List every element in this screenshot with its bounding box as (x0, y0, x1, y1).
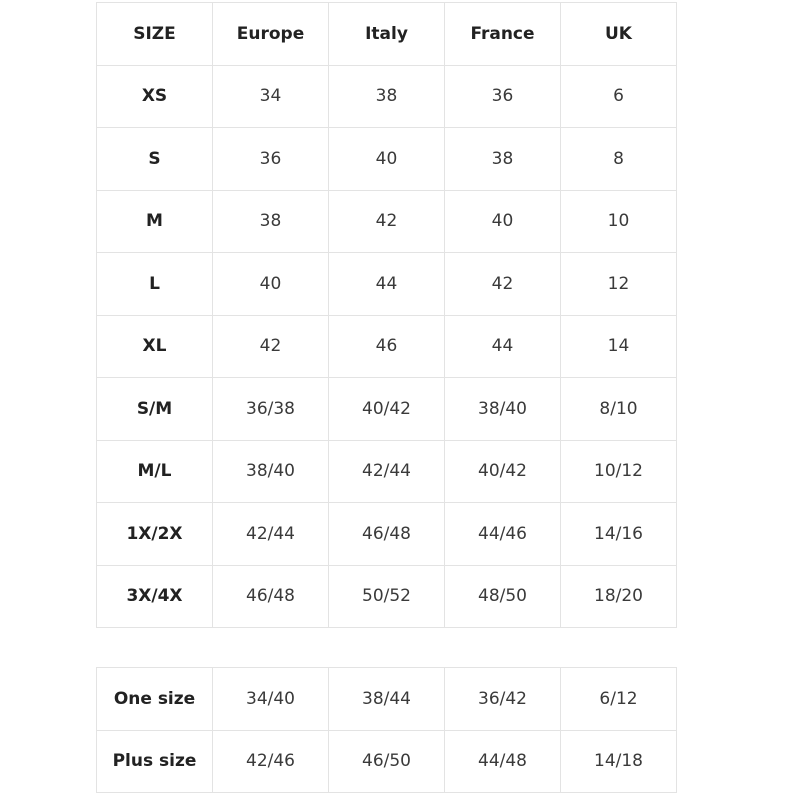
size-value-cell: 40/42 (328, 377, 445, 441)
size-value-cell: 42 (444, 252, 561, 316)
size-value-cell: 46/48 (212, 564, 329, 628)
size-value-cell: 18/20 (560, 564, 677, 628)
size-label-cell: M/L (96, 439, 213, 503)
size-label-cell: XL (96, 314, 213, 378)
table-row: M/L 38/40 42/44 40/42 10/12 (96, 439, 677, 503)
table-row: L 40 44 42 12 (96, 252, 677, 316)
size-value-cell: 44 (444, 314, 561, 378)
size-label-cell: 3X/4X (96, 564, 213, 628)
size-value-cell: 38 (328, 64, 445, 128)
size-value-cell: 44/46 (444, 502, 561, 566)
size-value-cell: France (444, 2, 561, 66)
table-row: XL 42 46 44 14 (96, 314, 677, 378)
one-plus-size-table: One size 34/40 38/44 36/42 6/12 Plus size 42/4… (96, 667, 677, 793)
size-label-cell: S (96, 127, 213, 191)
size-value-cell: 6 (560, 64, 677, 128)
size-value-cell: Europe (212, 2, 329, 66)
table-row: S/M 36/38 40/42 38/40 8/10 (96, 377, 677, 441)
size-value-cell: 38/44 (328, 667, 445, 731)
size-value-cell: 8 (560, 127, 677, 191)
size-value-cell: 36 (444, 64, 561, 128)
size-label-cell: SIZE (96, 2, 213, 66)
table-row: 3X/4X 46/48 50/52 48/50 18/20 (96, 564, 677, 628)
size-value-cell: 42/44 (328, 439, 445, 503)
size-value-cell: 14 (560, 314, 677, 378)
size-value-cell: 14/16 (560, 502, 677, 566)
size-chart-table: SIZE Europe Italy France UK XS 34 38 36 6 S 36 40 38 8… (96, 2, 677, 628)
size-label-cell: M (96, 189, 213, 253)
size-value-cell: 36/42 (444, 667, 561, 731)
size-value-cell: 46/50 (328, 729, 445, 793)
size-value-cell: 48/50 (444, 564, 561, 628)
table-row: S 36 40 38 8 (96, 127, 677, 191)
size-value-cell: 44 (328, 252, 445, 316)
size-value-cell: 42/46 (212, 729, 329, 793)
size-value-cell: 40 (328, 127, 445, 191)
size-label-cell: 1X/2X (96, 502, 213, 566)
table-row: 1X/2X 42/44 46/48 44/46 14/16 (96, 502, 677, 566)
size-value-cell: 40/42 (444, 439, 561, 503)
size-value-cell: 34 (212, 64, 329, 128)
table-row: Plus size 42/46 46/50 44/48 14/18 (96, 729, 677, 793)
size-value-cell: 36 (212, 127, 329, 191)
size-value-cell: 44/48 (444, 729, 561, 793)
size-label-cell: S/M (96, 377, 213, 441)
size-value-cell: 10 (560, 189, 677, 253)
size-value-cell: 40 (444, 189, 561, 253)
table-row: One size 34/40 38/44 36/42 6/12 (96, 667, 677, 731)
table-row: M 38 42 40 10 (96, 189, 677, 253)
size-value-cell: 34/40 (212, 667, 329, 731)
size-value-cell: 6/12 (560, 667, 677, 731)
size-value-cell: Italy (328, 2, 445, 66)
size-value-cell: 38/40 (212, 439, 329, 503)
size-value-cell: 50/52 (328, 564, 445, 628)
size-value-cell: 38 (212, 189, 329, 253)
size-value-cell: 46 (328, 314, 445, 378)
size-label-cell: Plus size (96, 729, 213, 793)
size-value-cell: 38 (444, 127, 561, 191)
size-value-cell: 10/12 (560, 439, 677, 503)
size-value-cell: UK (560, 2, 677, 66)
size-value-cell: 46/48 (328, 502, 445, 566)
size-label-cell: L (96, 252, 213, 316)
header-row: SIZE Europe Italy France UK (96, 2, 677, 66)
size-value-cell: 38/40 (444, 377, 561, 441)
size-value-cell: 42 (328, 189, 445, 253)
size-label-cell: XS (96, 64, 213, 128)
size-value-cell: 8/10 (560, 377, 677, 441)
size-value-cell: 14/18 (560, 729, 677, 793)
size-value-cell: 36/38 (212, 377, 329, 441)
size-value-cell: 12 (560, 252, 677, 316)
table-row: XS 34 38 36 6 (96, 64, 677, 128)
size-value-cell: 42 (212, 314, 329, 378)
size-label-cell: One size (96, 667, 213, 731)
size-value-cell: 40 (212, 252, 329, 316)
size-value-cell: 42/44 (212, 502, 329, 566)
